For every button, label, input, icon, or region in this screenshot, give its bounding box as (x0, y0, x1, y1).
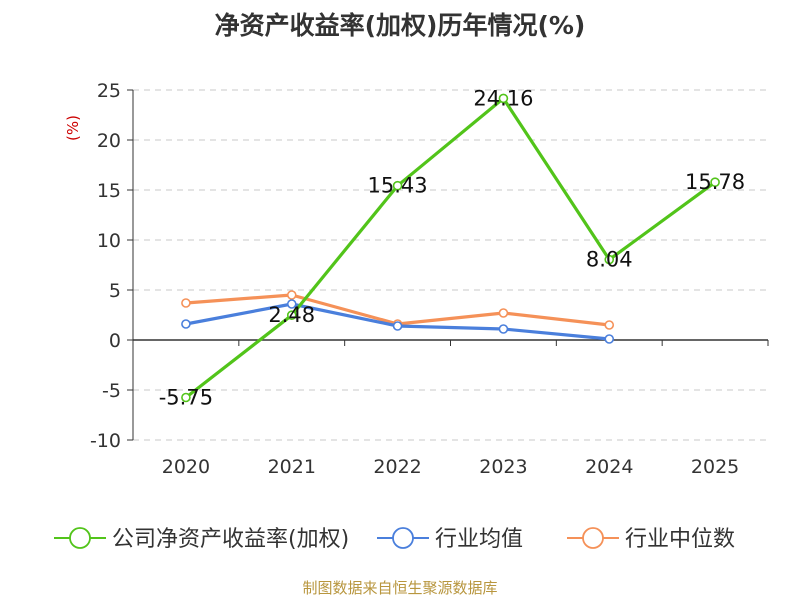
x-tick-label: 2020 (162, 456, 210, 478)
legend-swatch-marker (69, 527, 91, 549)
data-point (181, 319, 191, 329)
y-tick-label: 0 (109, 330, 121, 352)
data-point (604, 254, 615, 265)
data-label: -5.75 (159, 386, 213, 410)
data-label: 15.43 (368, 174, 428, 198)
data-point (392, 180, 403, 191)
legend-label: 行业中位数 (625, 527, 735, 552)
axes: 25 20 15 10 5 0 -5 -10 2020 2021 2022 2023 2024 2025 (90, 80, 769, 478)
y-tick-label: -5 (102, 380, 121, 402)
series-lines (181, 93, 720, 403)
x-tick-label: 2023 (479, 456, 527, 478)
data-label: 15.78 (685, 170, 745, 194)
y-tick-label: 10 (97, 230, 121, 252)
legend-label: 行业均值 (435, 527, 523, 552)
data-point (181, 392, 191, 403)
data-point (710, 177, 720, 187)
data-label: 24.16 (473, 86, 533, 110)
data-point (286, 299, 297, 309)
y-tick-label: 5 (109, 280, 121, 302)
data-point (604, 334, 615, 344)
data-point (604, 320, 615, 330)
series-line (184, 96, 717, 399)
data-labels: -5.75 2.48 15.43 24.16 8.04 15.78 (159, 86, 745, 409)
chart-title: 净资产收益率(加权)历年情况(%) (214, 11, 586, 40)
data-point (498, 93, 509, 104)
legend-label: 公司净资产收益率(加权) (112, 527, 349, 552)
data-point (498, 324, 509, 334)
data-label: 8.04 (586, 248, 633, 272)
legend-swatch-marker (392, 527, 414, 549)
source-note: 制图数据来自恒生聚源数据库 (302, 579, 498, 597)
data-point (286, 290, 297, 300)
x-tick-label: 2021 (268, 456, 316, 478)
x-tick-label: 2024 (585, 456, 633, 478)
x-tick-label: 2022 (373, 456, 421, 478)
x-tick-label: 2025 (691, 456, 739, 478)
data-point (392, 321, 403, 331)
y-tick-label: 20 (97, 130, 121, 152)
data-point (498, 308, 509, 318)
y-tick-label: 25 (97, 80, 121, 102)
grid-lines (133, 89, 768, 441)
data-point (181, 298, 191, 308)
legend-swatch-marker (582, 527, 604, 549)
y-tick-label: 15 (97, 180, 121, 202)
y-tick-label: -10 (90, 430, 121, 452)
data-point (286, 310, 297, 321)
y-axis-label: (%) (64, 115, 82, 141)
data-label: 2.48 (268, 303, 315, 327)
legend: 公司净资产收益率(加权) 行业均值 行业中位数 (54, 527, 735, 552)
